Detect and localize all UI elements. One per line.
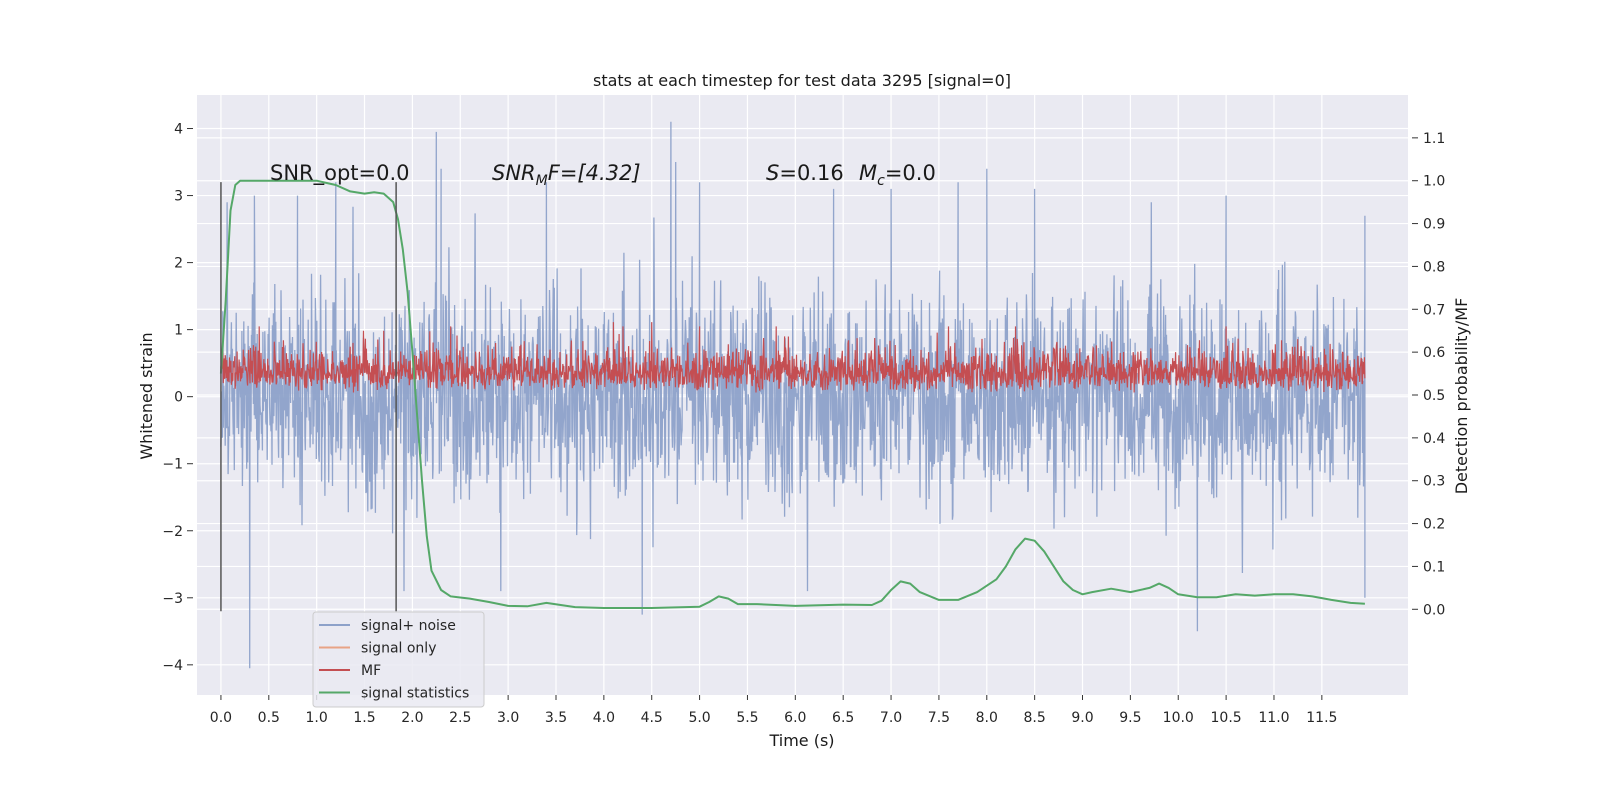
y-tick-label-left: 1 [174, 323, 183, 339]
legend: signal+ noise signal only MF signal statist… [312, 611, 485, 708]
x-tick-label: 5.5 [736, 710, 758, 726]
legend-label: MF [361, 663, 381, 679]
y-tick-label-right: 1.1 [1423, 131, 1445, 147]
x-tick-label: 8.0 [976, 710, 998, 726]
chart-title: stats at each timestep for test data 329… [593, 71, 1011, 90]
annotation-snr-opt: SNR_opt=0.0 [270, 161, 410, 186]
y-tick-label-right: 0.4 [1423, 431, 1445, 447]
x-tick-label: 1.0 [306, 710, 328, 726]
y-axis-label-left: Whitened strain [137, 332, 156, 459]
y-tick-label-left: 0 [174, 390, 183, 406]
annotation-snr-mf: SNRMF=[4.32] [492, 161, 641, 189]
legend-label: signal statistics [361, 686, 469, 702]
x-tick-label: 11.0 [1258, 710, 1289, 726]
x-tick-label: 10.0 [1163, 710, 1194, 726]
y-axis-label-right: Detection probability/MF [1452, 298, 1471, 495]
y-tick-label-left: 3 [174, 189, 183, 205]
x-tick-label: 10.5 [1211, 710, 1242, 726]
y-tick-label-right: 0.5 [1423, 388, 1445, 404]
x-tick-label: 0.5 [258, 710, 280, 726]
series-mf-line [220, 322, 1366, 393]
y-tick-label-left: −1 [162, 457, 183, 473]
legend-label: signal only [361, 641, 436, 657]
x-tick-label: 9.0 [1071, 710, 1093, 726]
y-tick-label-right: 0.7 [1423, 302, 1445, 318]
y-tick-label-right: 0.9 [1423, 217, 1445, 233]
y-tick-label-right: 1.0 [1423, 174, 1445, 190]
x-tick-label: 4.0 [593, 710, 615, 726]
series-signal-statistics-line [219, 179, 1365, 609]
legend-box [312, 611, 485, 708]
x-tick-label: 7.5 [928, 710, 950, 726]
data-layer [219, 121, 1366, 669]
x-tick-label: 2.5 [449, 710, 471, 726]
y-tick-label-right: 0.2 [1423, 517, 1445, 533]
y-tick-label-right: 0.1 [1423, 559, 1445, 575]
y-tick-label-left: −4 [162, 658, 183, 674]
x-tick-label: 3.0 [497, 710, 519, 726]
x-tick-label: 1.5 [353, 710, 375, 726]
x-tick-label: 8.5 [1024, 710, 1046, 726]
x-tick-label: 4.5 [641, 710, 663, 726]
annotation-s: S=0.16 [766, 161, 844, 185]
x-tick-label: 2.0 [401, 710, 423, 726]
y-tick-label-left: −2 [162, 524, 183, 540]
axes: 0.0 0.5 1.0 1.5 2.0 2.5 3.0 3.5 4.0 4.5 5.0 5.5 6.0 6… [162, 122, 1445, 726]
x-tick-label: 0.0 [210, 710, 232, 726]
vertical-markers [220, 182, 397, 612]
x-tick-label: 9.5 [1119, 710, 1141, 726]
x-tick-label: 5.0 [688, 710, 710, 726]
x-tick-label: 7.0 [880, 710, 902, 726]
y-tick-label-right: 0.3 [1423, 474, 1445, 490]
y-tick-label-left: 4 [174, 122, 183, 138]
legend-label: signal+ noise [361, 618, 456, 634]
x-axis-label: Time (s) [768, 731, 834, 750]
x-tick-label: 3.5 [545, 710, 567, 726]
x-tick-label: 11.5 [1306, 710, 1337, 726]
series-signal-noise-line [220, 121, 1366, 669]
y-tick-label-left: 2 [174, 256, 183, 272]
annotation-mc: Mc=0.0 [859, 161, 936, 189]
y-tick-label-left: −3 [162, 591, 183, 607]
x-tick-label: 6.5 [832, 710, 854, 726]
y-tick-label-right: 0.6 [1423, 345, 1445, 361]
y-tick-label-right: 0.8 [1423, 259, 1445, 275]
y-tick-label-right: 0.0 [1423, 602, 1445, 618]
x-tick-label: 6.0 [784, 710, 806, 726]
